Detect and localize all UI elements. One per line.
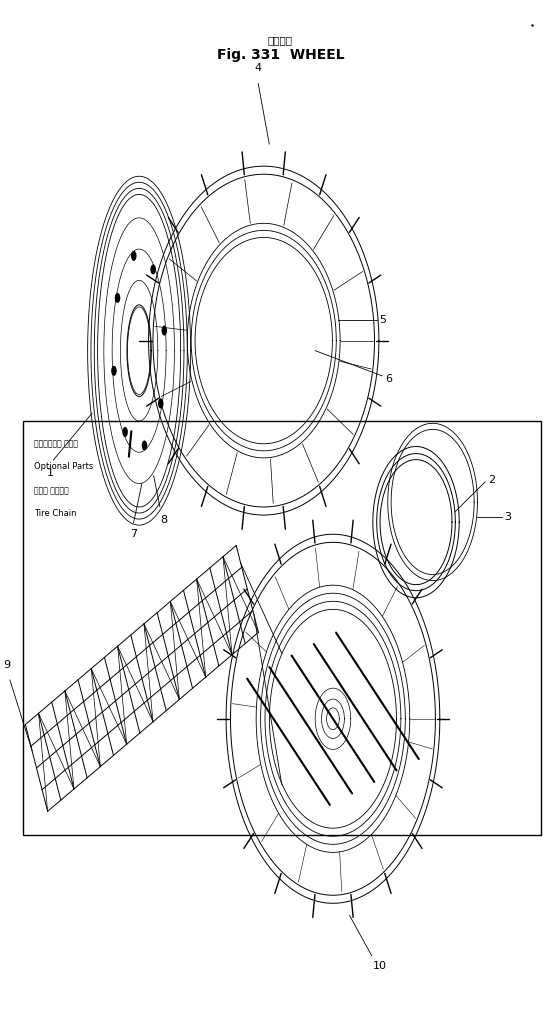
Text: 7: 7 — [130, 529, 137, 538]
Text: 5: 5 — [380, 315, 386, 325]
Text: 9: 9 — [3, 660, 11, 670]
Text: 6: 6 — [385, 374, 392, 384]
Text: 3: 3 — [505, 512, 512, 522]
Text: 8: 8 — [161, 515, 168, 525]
Text: Optional Parts: Optional Parts — [34, 461, 93, 470]
Text: 4: 4 — [255, 63, 262, 73]
Text: Fig. 331  WHEEL: Fig. 331 WHEEL — [217, 49, 344, 62]
Text: オプショナル パーツ: オプショナル パーツ — [34, 439, 78, 448]
Ellipse shape — [161, 325, 167, 336]
Ellipse shape — [115, 293, 120, 303]
Text: 10: 10 — [373, 961, 387, 970]
Ellipse shape — [122, 427, 128, 437]
Text: Tire Chain: Tire Chain — [34, 509, 76, 518]
Bar — [23, 421, 540, 835]
Ellipse shape — [131, 250, 137, 261]
Ellipse shape — [158, 399, 164, 409]
Text: タイヤ チェーン: タイヤ チェーン — [34, 487, 69, 496]
Ellipse shape — [111, 366, 116, 376]
Text: 1: 1 — [47, 467, 54, 478]
Text: ホイール: ホイール — [268, 35, 293, 45]
Ellipse shape — [142, 440, 147, 450]
Ellipse shape — [151, 265, 156, 275]
Text: 2: 2 — [488, 475, 495, 485]
